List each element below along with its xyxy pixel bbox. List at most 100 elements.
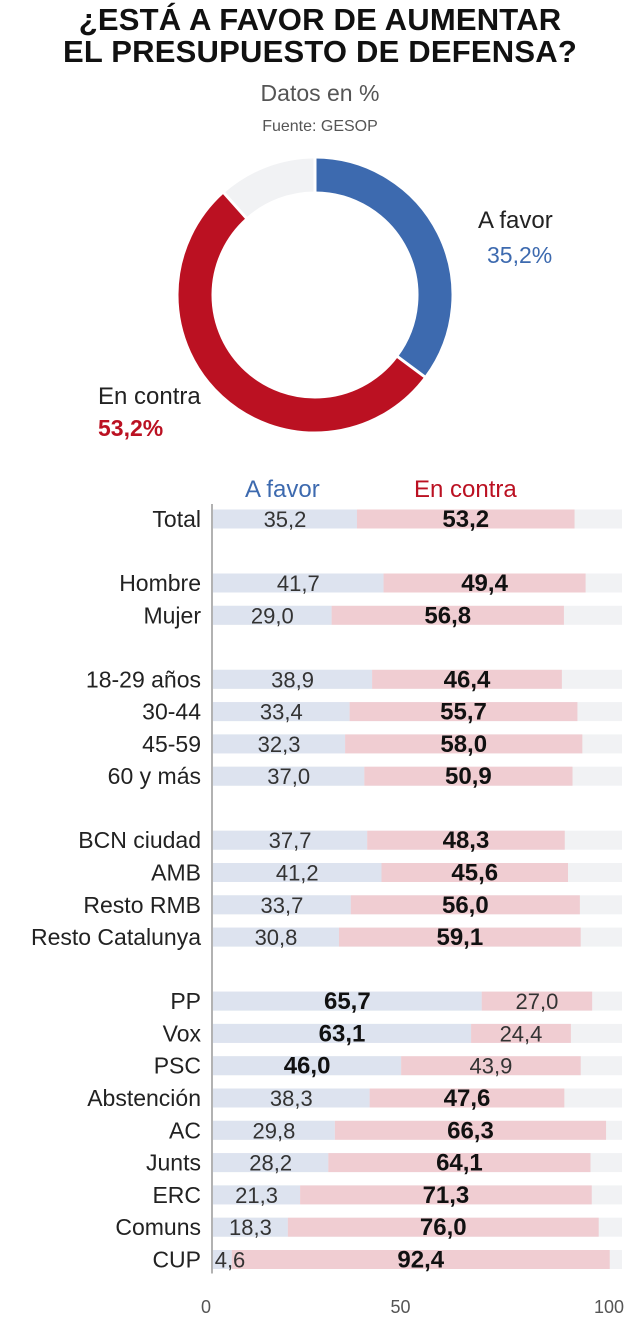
value-favor-resto-catalunya: 30,8	[255, 925, 298, 950]
x-tick-0: 0	[201, 1297, 211, 1317]
value-contra-abstención: 47,6	[444, 1085, 491, 1112]
bar-favor-mujer	[213, 605, 332, 625]
row-label-45-59: 45-59	[142, 731, 201, 757]
value-favor-resto-rmb: 33,7	[261, 893, 304, 918]
bar-contra-ac	[334, 1120, 607, 1140]
value-contra-cup: 92,4	[397, 1247, 444, 1274]
donut-slice-rest	[224, 158, 316, 219]
chart-title-line-2: EL PRESUPUESTO DE DEFENSA?	[63, 34, 577, 69]
donut-separator	[396, 355, 427, 379]
bar-contra-18-29-años	[372, 669, 562, 689]
bar-contra-amb	[381, 863, 569, 882]
value-contra-amb: 45,6	[451, 860, 498, 887]
bar-contra-mujer	[331, 605, 564, 625]
value-contra-resto-rmb: 56,0	[442, 892, 489, 919]
bar-contra-comuns	[287, 1217, 599, 1237]
bar-favor-erc	[213, 1185, 301, 1205]
bar-contra-30-44	[349, 702, 578, 722]
row-label-ac: AC	[169, 1117, 201, 1143]
x-tick-50: 50	[390, 1297, 410, 1317]
value-contra-hombre: 49,4	[461, 570, 508, 597]
row-label-total: Total	[152, 506, 201, 532]
donut-slice-contra	[178, 193, 425, 432]
bar-contra-resto-rmb	[350, 895, 580, 915]
value-favor-abstención: 38,3	[270, 1086, 313, 1111]
value-favor-comuns: 18,3	[229, 1215, 272, 1240]
row-label-cup: CUP	[152, 1247, 201, 1273]
value-favor-cup: 4,6	[215, 1248, 246, 1273]
row-label-30-44: 30-44	[142, 699, 201, 725]
row-label-resto-rmb: Resto RMB	[83, 892, 201, 918]
value-contra-vox: 24,4	[500, 1021, 543, 1046]
bar-favor-18-29-años	[213, 669, 373, 689]
bar-favor-pp	[213, 991, 482, 1011]
value-favor-18-29-años: 38,9	[271, 667, 314, 692]
row-label-resto-catalunya: Resto Catalunya	[31, 924, 201, 950]
value-favor-total: 35,2	[264, 507, 307, 532]
value-contra-comuns: 76,0	[420, 1214, 467, 1241]
row-label-60-y-más: 60 y más	[108, 763, 201, 789]
value-contra-mujer: 56,8	[424, 602, 471, 629]
bar-contra-bcn-ciudad	[367, 830, 565, 850]
bar-contra-total	[356, 509, 575, 529]
value-favor-mujer: 29,0	[251, 603, 294, 628]
value-contra-ac: 66,3	[447, 1117, 494, 1144]
bar-contra-erc	[300, 1185, 592, 1205]
bar-contra-60-y-más	[364, 766, 573, 786]
value-favor-hombre: 41,7	[277, 571, 320, 596]
bar-contra-abstención	[369, 1088, 565, 1108]
value-favor-amb: 41,2	[276, 861, 319, 886]
chart-title-line-1: ¿ESTÁ A FAVOR DE AUMENTAR	[78, 2, 562, 37]
value-favor-30-44: 33,4	[260, 700, 303, 725]
value-favor-junts: 28,2	[249, 1151, 292, 1176]
value-favor-vox: 63,1	[319, 1020, 366, 1047]
x-tick-100: 100	[594, 1297, 624, 1317]
donut-contra-label: En contra	[98, 383, 201, 410]
legend-contra: En contra	[414, 476, 517, 503]
bar-favor-vox	[213, 1023, 472, 1043]
value-contra-45-59: 58,0	[440, 731, 487, 758]
chart-title: ¿ESTÁ A FAVOR DE AUMENTAR EL PRESUPUESTO…	[0, 4, 640, 68]
bar-contra-cup	[231, 1250, 610, 1269]
bar-favor-30-44	[213, 702, 350, 722]
value-contra-bcn-ciudad: 48,3	[443, 827, 490, 854]
bar-favor-junts	[213, 1153, 329, 1173]
donut-chart	[178, 157, 452, 432]
bar-contra-pp	[481, 991, 593, 1011]
bar-favor-comuns	[213, 1217, 288, 1237]
row-label-junts: Junts	[146, 1150, 201, 1176]
value-favor-ac: 29,8	[253, 1118, 296, 1143]
row-label-mujer: Mujer	[143, 602, 201, 628]
value-favor-erc: 21,3	[235, 1183, 278, 1208]
value-contra-psc: 43,9	[470, 1054, 513, 1079]
value-favor-45-59: 32,3	[258, 732, 301, 757]
bar-contra-hombre	[383, 573, 586, 593]
row-label-bcn-ciudad: BCN ciudad	[78, 827, 201, 853]
bar-favor-45-59	[213, 734, 346, 754]
value-favor-60-y-más: 37,0	[267, 764, 310, 789]
row-label-pp: PP	[170, 988, 201, 1014]
value-favor-bcn-ciudad: 37,7	[269, 828, 312, 853]
donut-contra-pct: 53,2%	[98, 415, 164, 441]
value-favor-pp: 65,7	[324, 988, 371, 1015]
row-label-hombre: Hombre	[119, 570, 201, 596]
donut-favor-pct: 35,2%	[487, 242, 553, 268]
bar-favor-total	[213, 509, 357, 529]
bar-favor-cup	[213, 1250, 232, 1269]
bar-contra-junts	[328, 1153, 591, 1173]
bar-contra-resto-catalunya	[338, 927, 581, 947]
value-contra-18-29-años: 46,4	[444, 666, 491, 693]
donut-separator	[222, 191, 248, 220]
row-label-erc: ERC	[152, 1182, 201, 1208]
bar-favor-resto-catalunya	[213, 927, 339, 947]
chart-subtitle: Datos en %	[260, 80, 380, 106]
value-contra-pp: 27,0	[516, 989, 559, 1014]
bar-favor-amb	[213, 863, 382, 882]
bar-favor-bcn-ciudad	[213, 830, 368, 850]
source-note: Fuente: GESOP	[262, 118, 378, 135]
value-contra-30-44: 55,7	[440, 699, 487, 726]
row-label-vox: Vox	[163, 1020, 202, 1046]
value-contra-resto-catalunya: 59,1	[436, 924, 483, 951]
bar-contra-vox	[471, 1023, 571, 1043]
